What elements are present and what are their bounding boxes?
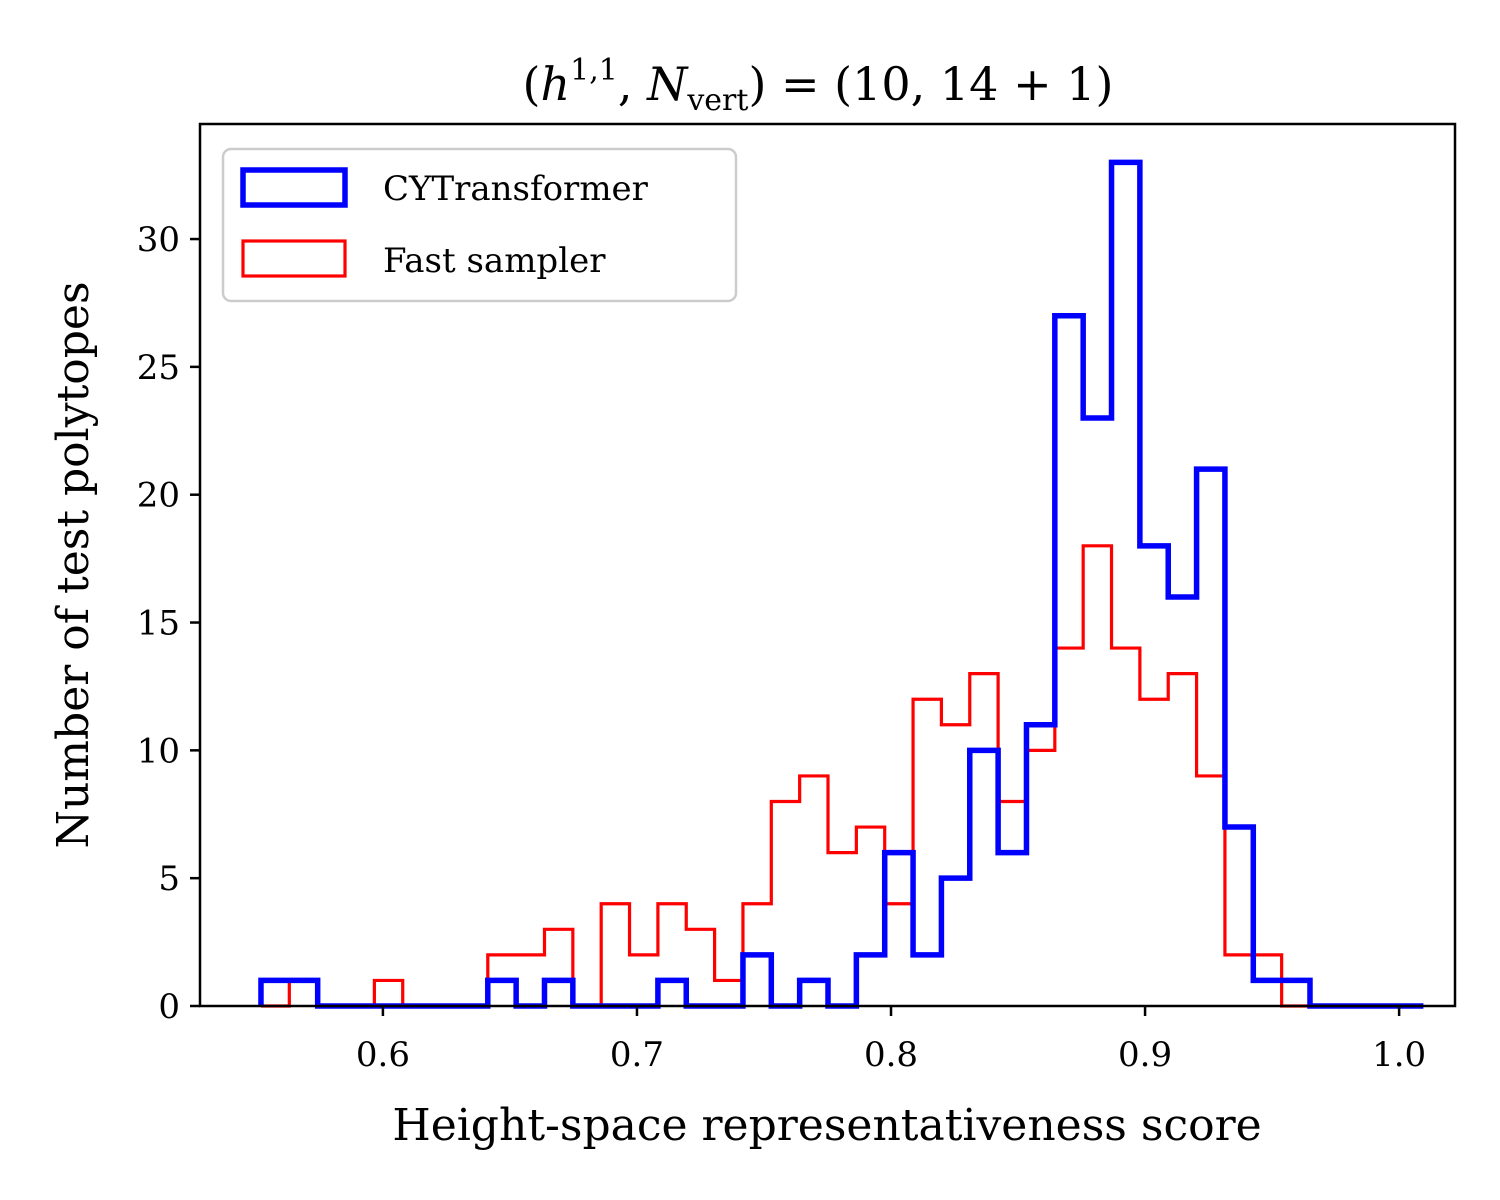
y-tick-label: 30 [137, 220, 180, 260]
legend-swatch-cytransformer [240, 167, 348, 208]
legend-frame [221, 147, 738, 303]
plot-frame [198, 122, 1457, 1008]
x-tick-label: 0.7 [610, 1035, 664, 1075]
x-tick-label: 0.6 [356, 1035, 410, 1075]
x-tick-label: 0.9 [1118, 1035, 1172, 1075]
legend-label-fast-sampler: Fast sampler [383, 241, 606, 281]
x-axis-label: Height-space representativeness score [392, 1100, 1261, 1151]
series-cytransformer-outline [258, 159, 1424, 1009]
y-tick-label: 5 [158, 859, 180, 899]
legend: CYTransformer Fast sampler [221, 147, 738, 303]
axes-layer: 0.6 0.7 0.8 0.9 1.0 0 5 10 15 20 25 30 [137, 122, 1457, 1075]
y-tick-label: 20 [137, 476, 180, 516]
y-tick-label: 0 [158, 987, 180, 1027]
legend-label-cytransformer: CYTransformer [383, 169, 649, 209]
x-tick-label: 0.8 [864, 1035, 918, 1075]
legend-swatch-fast-sampler [241, 239, 347, 278]
y-axis-label: Number of test polytopes [48, 281, 99, 848]
y-tick-label: 25 [137, 348, 180, 388]
y-tick-label: 15 [137, 604, 180, 644]
y-tick-label: 10 [137, 731, 180, 771]
x-tick-label: 1.0 [1372, 1035, 1426, 1075]
chart-title: (h1,1, Nvert) = (10, 14 + 1) [523, 53, 1114, 118]
